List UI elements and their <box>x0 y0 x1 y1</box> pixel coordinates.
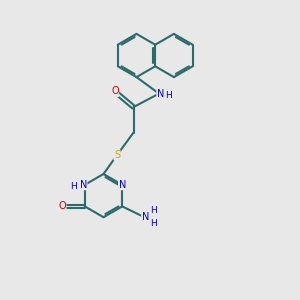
Text: O: O <box>58 201 66 212</box>
Text: N: N <box>80 180 87 190</box>
Text: O: O <box>111 86 119 97</box>
Text: N: N <box>142 212 149 222</box>
Text: S: S <box>114 150 120 160</box>
Text: H: H <box>150 219 157 228</box>
Text: H: H <box>165 91 172 100</box>
Text: N: N <box>157 88 164 99</box>
Text: N: N <box>118 180 126 190</box>
Text: H: H <box>150 206 157 215</box>
Text: H: H <box>70 182 77 191</box>
